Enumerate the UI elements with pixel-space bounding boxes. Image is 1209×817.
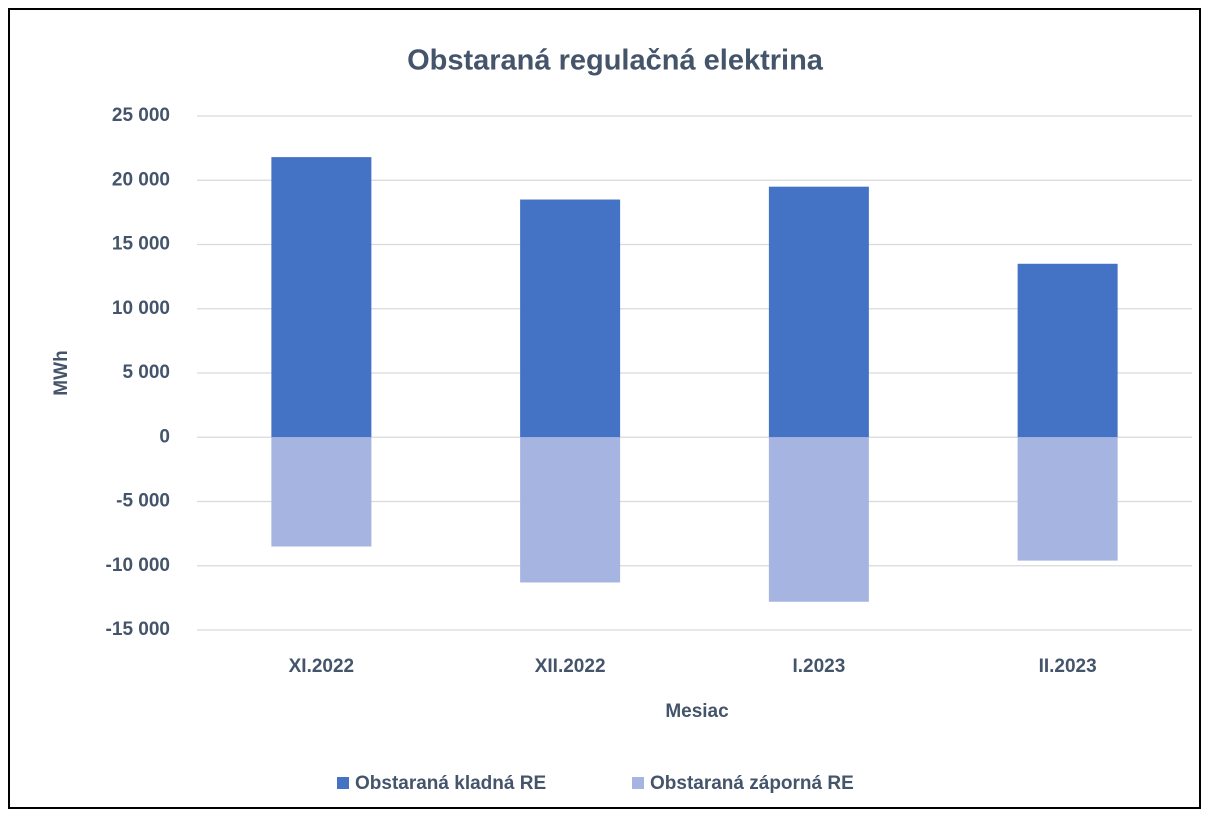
x-axis-label: Mesiac [665, 701, 729, 722]
x-tick-label: XI.2022 [289, 656, 355, 677]
y-tick-label: -5 000 [116, 491, 170, 512]
y-axis-label: MWh [51, 350, 72, 395]
legend-swatch [632, 777, 644, 789]
legend-swatch [337, 777, 349, 789]
x-tick-label: I.2023 [792, 656, 845, 677]
chart-title: Obstaraná regulačná elektrina [407, 45, 824, 77]
y-tick-label: 25 000 [112, 105, 170, 126]
bar [768, 186, 869, 438]
y-tick-label: -15 000 [106, 619, 170, 640]
y-tick-label: 0 [159, 426, 170, 447]
bar [271, 437, 372, 547]
bar [1017, 437, 1118, 561]
x-tick-label: II.2023 [1039, 656, 1097, 677]
bar [520, 199, 621, 438]
y-tick-label: 15 000 [112, 234, 170, 255]
y-tick-label: -10 000 [106, 555, 170, 576]
y-tick-label: 20 000 [112, 169, 170, 190]
bar [271, 157, 372, 438]
bar [768, 437, 869, 602]
x-tick-label: XII.2022 [535, 656, 606, 677]
y-tick-label: 5 000 [122, 362, 170, 383]
bar [1017, 263, 1118, 438]
y-tick-label: 10 000 [112, 298, 170, 319]
legend-label: Obstaraná kladná RE [355, 773, 546, 794]
legend-label: Obstaraná záporná RE [650, 773, 854, 794]
bar [520, 437, 621, 583]
